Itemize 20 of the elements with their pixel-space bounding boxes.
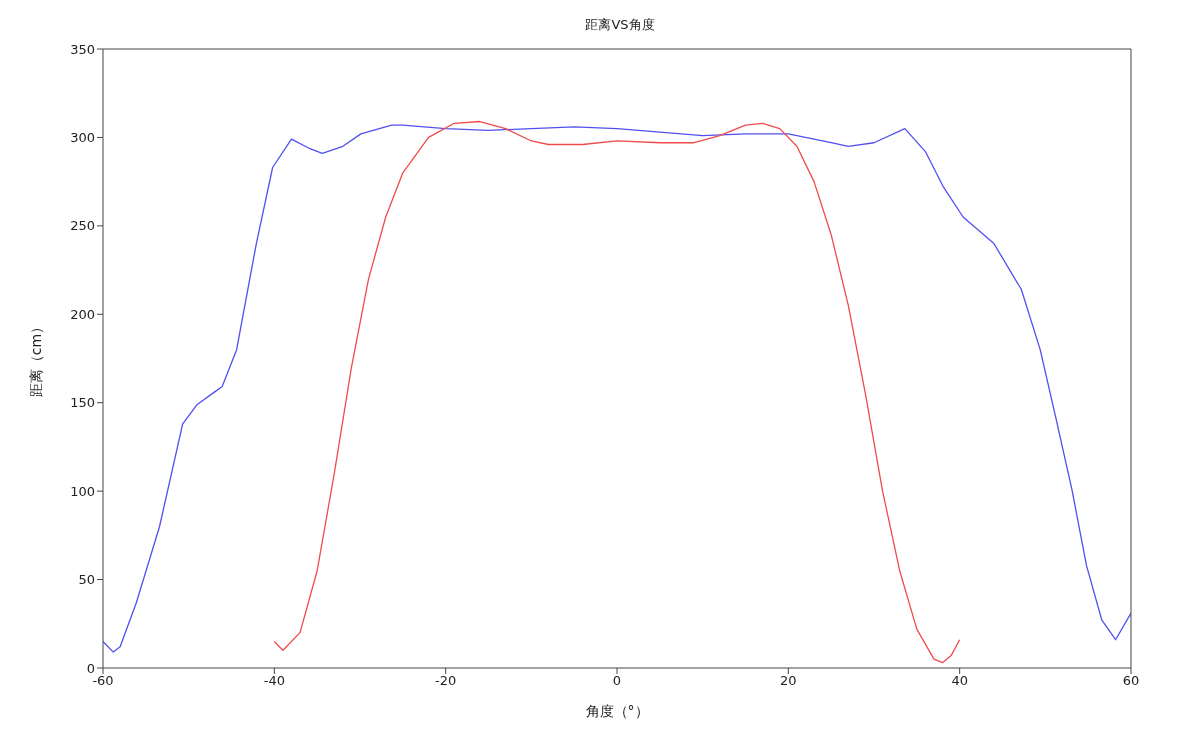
y-tick-label: 300 bbox=[70, 130, 95, 146]
x-tick-label: 0 bbox=[612, 673, 622, 689]
y-tick-label: 50 bbox=[78, 572, 95, 588]
x-tick-label: -20 bbox=[435, 673, 457, 689]
y-tick-label: 200 bbox=[70, 306, 95, 322]
x-tick-label: -60 bbox=[92, 673, 114, 689]
y-tick-label: 350 bbox=[70, 41, 95, 57]
x-tick-label: 40 bbox=[951, 673, 968, 689]
y-tick-label: 0 bbox=[86, 660, 95, 676]
x-axis-title: 角度（°） bbox=[585, 703, 649, 719]
chart-title: 距离VS角度 bbox=[584, 16, 656, 34]
line-series bbox=[273, 120, 961, 664]
x-tick-label: 60 bbox=[1122, 673, 1140, 689]
y-tick-label: 250 bbox=[70, 218, 95, 234]
x-tick-label: 20 bbox=[780, 673, 797, 689]
y-tick-label: 100 bbox=[70, 483, 95, 499]
x-tick-label: -40 bbox=[263, 673, 285, 689]
y-tick-label: 150 bbox=[70, 395, 95, 411]
line-series bbox=[103, 124, 1131, 653]
y-axis-title: 距离（cm） bbox=[27, 319, 44, 398]
